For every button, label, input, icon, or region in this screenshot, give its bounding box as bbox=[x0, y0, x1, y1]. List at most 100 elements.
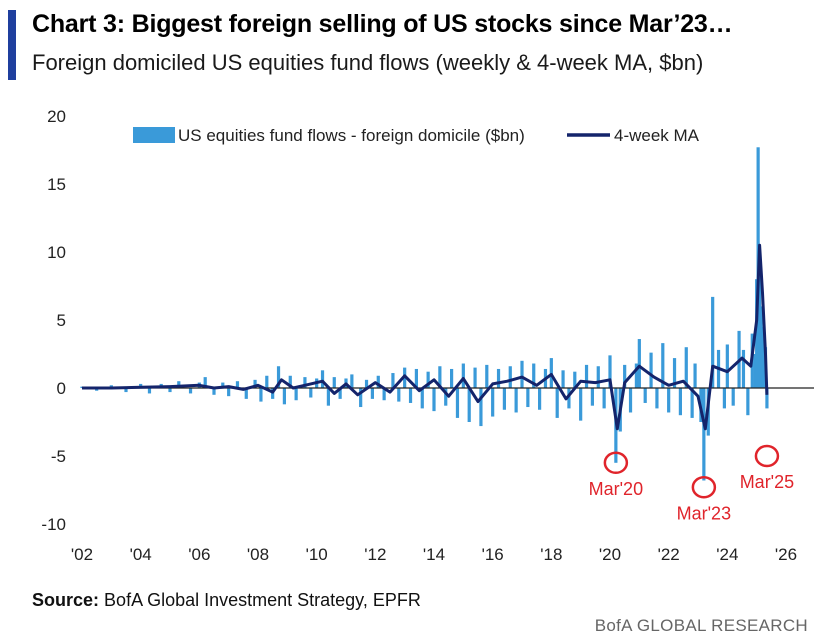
weekly-flow-bar bbox=[690, 388, 694, 418]
annotation-label: Mar'25 bbox=[740, 472, 794, 492]
weekly-flow-bar bbox=[538, 388, 542, 410]
weekly-flow-bar bbox=[253, 379, 257, 388]
weekly-flow-bar bbox=[227, 388, 231, 397]
weekly-flow-bar bbox=[376, 375, 380, 388]
weekly-flow-bars bbox=[80, 147, 769, 481]
y-tick-label: 15 bbox=[47, 175, 66, 194]
weekly-flow-bar bbox=[479, 388, 483, 427]
weekly-flow-bar bbox=[391, 373, 395, 388]
weekly-flow-bar bbox=[731, 388, 735, 406]
weekly-flow-bar bbox=[382, 388, 386, 401]
weekly-flow-bar bbox=[514, 388, 518, 413]
weekly-flow-bar bbox=[573, 371, 577, 388]
weekly-flow-bar bbox=[561, 370, 565, 388]
weekly-flow-bar bbox=[661, 343, 665, 388]
weekly-flow-bar bbox=[350, 374, 354, 388]
y-tick-label: 10 bbox=[47, 243, 66, 262]
source-note: Source: BofA Global Investment Strategy,… bbox=[32, 590, 421, 611]
weekly-flow-bar bbox=[265, 375, 269, 388]
y-tick-label: 0 bbox=[57, 379, 66, 398]
weekly-flow-bar bbox=[643, 388, 647, 403]
y-tick-label: -5 bbox=[51, 447, 66, 466]
weekly-flow-bar bbox=[276, 366, 281, 388]
weekly-flow-bar bbox=[596, 366, 600, 388]
weekly-flow-bar bbox=[450, 368, 454, 388]
weekly-flow-bar bbox=[746, 388, 750, 416]
weekly-flow-bar bbox=[397, 388, 401, 402]
annotation-circle bbox=[754, 444, 780, 468]
weekly-flow-bar bbox=[634, 363, 638, 388]
weekly-flow-bar bbox=[177, 381, 181, 388]
weekly-flow-bar bbox=[567, 388, 571, 409]
weekly-flow-bar bbox=[502, 388, 506, 410]
weekly-flow-bar bbox=[455, 388, 460, 418]
annotation-label: Mar'20 bbox=[589, 479, 643, 499]
weekly-flow-bar bbox=[725, 344, 729, 388]
y-tick-label: 20 bbox=[47, 107, 66, 126]
x-tick-label: '20 bbox=[599, 545, 621, 564]
weekly-flow-bar bbox=[147, 388, 152, 394]
weekly-flow-bar bbox=[473, 367, 477, 388]
x-tick-label: '12 bbox=[364, 545, 386, 564]
weekly-flow-bar bbox=[332, 377, 336, 388]
weekly-flow-bar bbox=[672, 358, 677, 388]
x-tick-label: '24 bbox=[716, 545, 738, 564]
legend-label-weekly: US equities fund flows - foreign domicil… bbox=[178, 126, 525, 145]
x-tick-label: '04 bbox=[130, 545, 152, 564]
weekly-flow-bar bbox=[526, 388, 530, 408]
weekly-flow-bar bbox=[608, 355, 612, 388]
weekly-flow-bar bbox=[702, 388, 706, 481]
x-tick-label: '18 bbox=[540, 545, 562, 564]
legend: US equities fund flows - foreign domicil… bbox=[133, 126, 700, 145]
weekly-flow-bar bbox=[221, 382, 225, 388]
x-tick-label: '14 bbox=[423, 545, 445, 564]
weekly-flow-bar bbox=[364, 379, 369, 388]
x-tick-label: '08 bbox=[247, 545, 269, 564]
annotation-circle bbox=[603, 451, 629, 475]
ma-line bbox=[82, 243, 769, 431]
weekly-flow-bar bbox=[765, 388, 769, 409]
weekly-flow-bar bbox=[555, 388, 559, 418]
weekly-flow-bar bbox=[722, 388, 726, 409]
weekly-flow-bar bbox=[684, 347, 688, 388]
x-tick-label: '22 bbox=[658, 545, 680, 564]
weekly-flow-bar bbox=[359, 388, 363, 408]
x-tick-label: '06 bbox=[188, 545, 210, 564]
legend-label-ma: 4-week MA bbox=[614, 126, 700, 145]
weekly-flow-bar bbox=[212, 388, 216, 395]
weekly-flow-bar bbox=[203, 377, 207, 388]
weekly-flow-bar bbox=[760, 326, 765, 388]
weekly-flow-bar bbox=[655, 388, 659, 409]
weekly-flow-bar bbox=[579, 388, 583, 421]
weekly-flow-bar bbox=[678, 388, 682, 416]
weekly-flow-bar bbox=[532, 363, 536, 388]
weekly-flow-bar bbox=[303, 377, 307, 388]
y-axis: 20 15 10 5 0 -5 -10 bbox=[41, 107, 66, 534]
x-tick-label: '10 bbox=[306, 545, 328, 564]
weekly-flow-bar bbox=[467, 388, 471, 422]
chart-area: 20 15 10 5 0 -5 -10 '02 '04 '06 '08 '10 '12 '14 '16 '1… bbox=[41, 107, 814, 564]
weekly-flow-bar bbox=[496, 368, 501, 388]
weekly-flow-bar bbox=[520, 360, 524, 388]
chart-subtitle: Foreign domiciled US equities fund flows… bbox=[32, 50, 704, 75]
weekly-flow-bar bbox=[124, 388, 128, 393]
weekly-flow-bar bbox=[637, 339, 641, 388]
weekly-flow-bar bbox=[461, 363, 465, 388]
weekly-flow-bar bbox=[420, 388, 424, 409]
weekly-flow-bar bbox=[259, 388, 263, 402]
weekly-flow-bar bbox=[649, 352, 653, 388]
weekly-flow-bar bbox=[408, 388, 413, 403]
weekly-flow-bar bbox=[623, 364, 627, 388]
weekly-flow-bar bbox=[628, 388, 633, 413]
weekly-flow-bar bbox=[309, 388, 313, 398]
weekly-flow-bar bbox=[444, 388, 448, 406]
x-tick-label: '16 bbox=[482, 545, 504, 564]
x-tick-label: '26 bbox=[775, 545, 797, 564]
weekly-flow-bar bbox=[485, 364, 489, 388]
weekly-flow-bar bbox=[711, 296, 715, 388]
weekly-flow-bar bbox=[244, 388, 248, 399]
weekly-flow-bar bbox=[282, 388, 286, 405]
weekly-flow-bar bbox=[235, 381, 240, 388]
weekly-flow-bar bbox=[508, 366, 512, 388]
source-label: Source: bbox=[32, 590, 100, 610]
